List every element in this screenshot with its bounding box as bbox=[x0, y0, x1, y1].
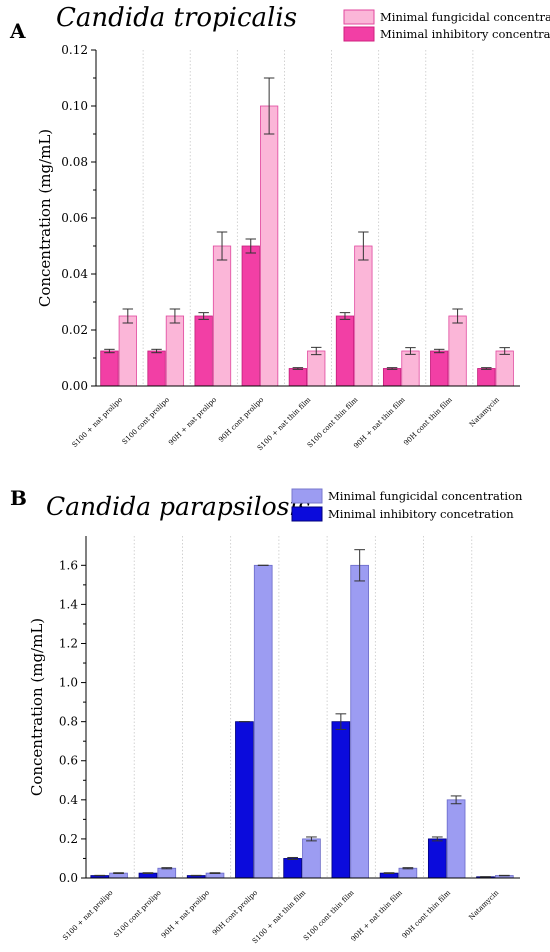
bar bbox=[398, 867, 418, 879]
legend-swatch bbox=[291, 488, 323, 504]
bar bbox=[307, 350, 326, 387]
y-tick-label: 1.2 bbox=[59, 636, 78, 650]
y-tick-label: 1.0 bbox=[59, 676, 78, 690]
chart-panel-a: A Candida tropicalis Minimal fungicidal co… bbox=[9, 3, 550, 452]
bar bbox=[288, 368, 307, 387]
bar bbox=[401, 350, 420, 387]
bar bbox=[165, 315, 185, 387]
bar bbox=[495, 350, 514, 387]
x-tick-label: S100 cont thin film bbox=[306, 396, 360, 450]
legend-label: Minimal fungicidal concentration bbox=[328, 489, 523, 503]
x-tick-label: Natamycin bbox=[467, 888, 500, 921]
y-tick-label: 0.10 bbox=[61, 99, 88, 113]
y-tick-label: 1.6 bbox=[59, 558, 78, 572]
y-tick-label: 0.00 bbox=[61, 379, 88, 393]
bar bbox=[335, 315, 355, 387]
x-tick-label: 90H cont thin film bbox=[402, 396, 454, 448]
bar bbox=[477, 368, 496, 387]
x-tick-label: 90H + nat thin film bbox=[352, 396, 407, 451]
y-axis-label: Concentration (mg/mL) bbox=[36, 129, 54, 307]
y-tick-label: 0.6 bbox=[59, 754, 78, 768]
x-tick-label: Natamycin bbox=[468, 395, 501, 428]
x-tick-label: S100 + nat thin film bbox=[256, 396, 313, 453]
y-tick-label: 0.0 bbox=[59, 871, 78, 885]
bar bbox=[331, 721, 351, 879]
x-tick-label: S100 cont thin film bbox=[302, 889, 356, 943]
chart-panel-b: B Candida parapsilosis Minimal fungicidal … bbox=[10, 486, 523, 945]
bar bbox=[354, 245, 373, 387]
legend-swatch bbox=[291, 506, 323, 522]
y-tick-label: 0.8 bbox=[59, 715, 78, 729]
bar bbox=[446, 799, 466, 879]
y-tick-label: 0.2 bbox=[59, 832, 78, 846]
legend-label: Minimal inhibitory concentration bbox=[380, 27, 550, 41]
y-tick-label: 0.02 bbox=[61, 323, 88, 337]
bar bbox=[235, 721, 254, 879]
legend-swatch bbox=[343, 26, 375, 42]
legend-label: Minimal fungicidal concentration bbox=[380, 10, 550, 24]
x-tick-label: 90H cont thin film bbox=[401, 889, 453, 941]
panel-letter: B bbox=[10, 486, 27, 510]
bar bbox=[100, 350, 119, 387]
bar bbox=[430, 350, 449, 387]
bar bbox=[350, 564, 369, 879]
bar bbox=[118, 315, 137, 387]
x-tick-label: S100 cont prolipo bbox=[121, 396, 171, 446]
legend-swatch bbox=[343, 9, 375, 25]
bar bbox=[448, 315, 467, 387]
x-tick-label: 90H cont prolipo bbox=[217, 396, 265, 444]
y-tick-label: 0.4 bbox=[59, 793, 78, 807]
y-tick-label: 0.04 bbox=[61, 267, 88, 281]
x-tick-label: 90H + nat prolipo bbox=[160, 889, 211, 940]
bar bbox=[147, 350, 166, 387]
x-tick-label: S100 + nat thin film bbox=[251, 889, 308, 946]
bar bbox=[194, 315, 213, 387]
bar bbox=[212, 245, 232, 387]
x-tick-label: S100 + nat prolipo bbox=[61, 889, 114, 942]
legend-label: Minimal inhibitory concetration bbox=[328, 507, 514, 521]
chart-title: Candida tropicalis bbox=[56, 3, 297, 33]
bar bbox=[157, 867, 177, 879]
bar bbox=[302, 838, 321, 879]
bar bbox=[241, 245, 260, 387]
bar bbox=[427, 838, 447, 879]
bar bbox=[283, 858, 302, 879]
y-tick-label: 0.08 bbox=[61, 155, 88, 169]
panel-letter: A bbox=[9, 19, 26, 43]
x-tick-label: 90H + nat thin film bbox=[349, 889, 404, 944]
bar bbox=[382, 368, 402, 387]
y-axis-label: Concentration (mg/mL) bbox=[28, 618, 46, 796]
x-tick-label: 90H + nat prolipo bbox=[167, 396, 218, 447]
y-tick-label: 0.06 bbox=[61, 211, 88, 225]
x-tick-label: 90H cont prolipo bbox=[211, 889, 259, 937]
x-tick-label: S100 + nat prolipo bbox=[71, 396, 124, 449]
bar bbox=[253, 564, 273, 879]
y-tick-label: 0.12 bbox=[61, 43, 88, 57]
y-tick-label: 1.4 bbox=[59, 597, 78, 611]
x-tick-label: S100 cont prolipo bbox=[112, 889, 162, 939]
bar bbox=[260, 105, 279, 387]
chart-title: Candida parapsilosis bbox=[46, 492, 310, 521]
